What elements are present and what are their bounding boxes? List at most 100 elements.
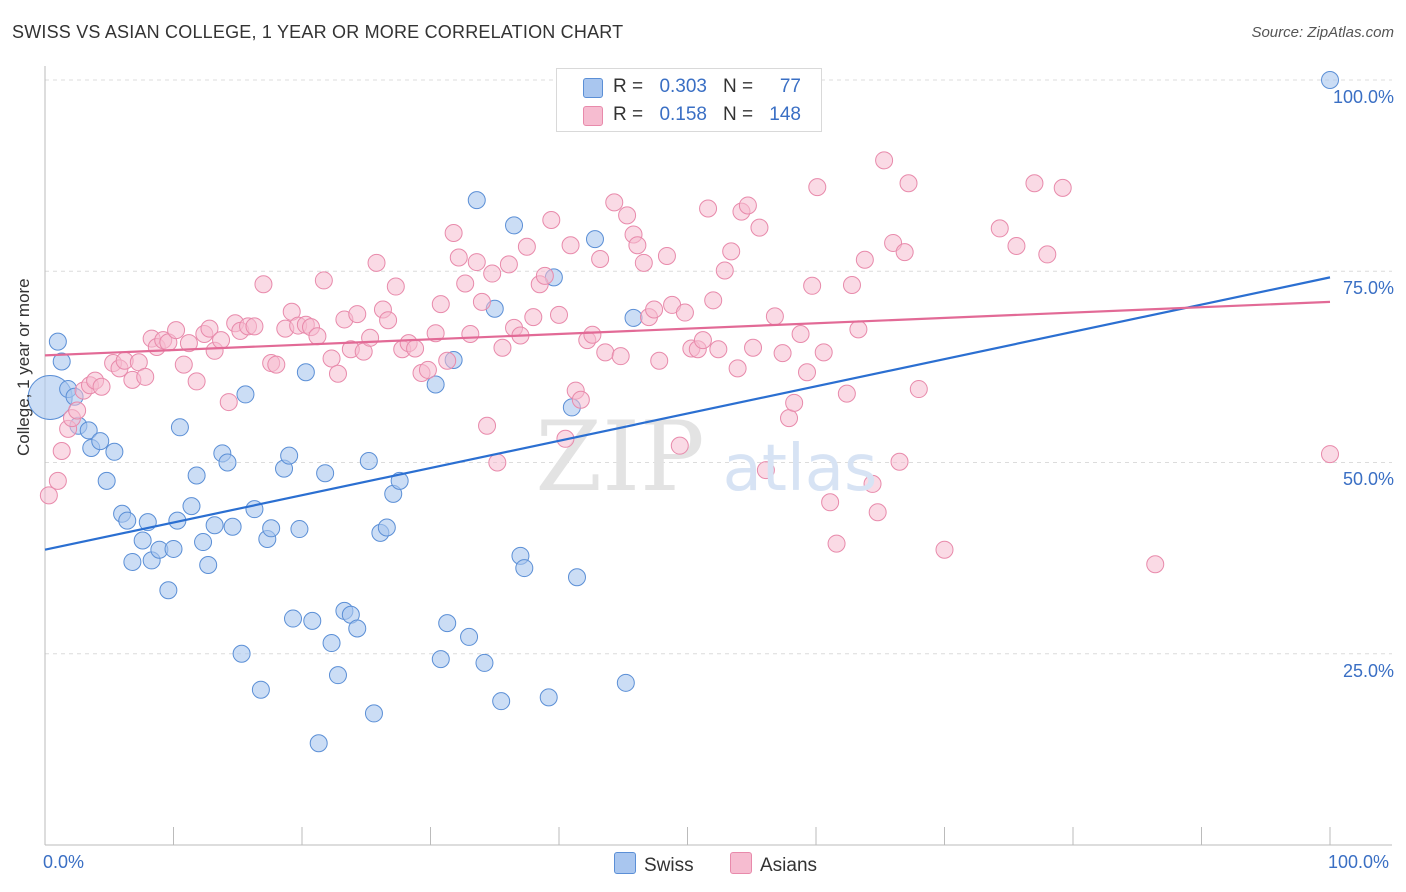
swiss-point	[359, 451, 378, 470]
y-tick-50: 50.0%	[1342, 469, 1394, 489]
asians-point	[379, 311, 398, 330]
asians-point	[254, 275, 273, 294]
swiss-point	[79, 421, 98, 440]
swiss-point	[585, 230, 604, 249]
x-tick-max: 100.0%	[1328, 852, 1390, 872]
swiss-point	[105, 442, 124, 461]
swiss-swatch	[614, 852, 636, 874]
swiss-point	[194, 533, 213, 552]
swiss-point	[515, 559, 534, 578]
asians-point	[308, 327, 327, 346]
asians-point	[179, 334, 198, 353]
asians-point	[219, 393, 238, 412]
swiss-point	[390, 471, 409, 490]
asians-point	[803, 276, 822, 295]
swiss-point	[218, 453, 237, 472]
swiss-point	[624, 308, 643, 327]
legend-n-label: N =	[723, 104, 754, 125]
asians-point	[791, 324, 810, 343]
asians-point	[472, 292, 491, 311]
asians-point	[657, 246, 676, 265]
asians-point	[386, 277, 405, 296]
asians-point	[1321, 445, 1339, 464]
asians-point	[449, 248, 468, 267]
asians-point	[426, 324, 445, 343]
asians-point	[444, 224, 463, 242]
swiss-point	[309, 734, 328, 753]
asians-point	[738, 196, 757, 215]
swiss-point	[236, 385, 255, 404]
legend-r-label: R =	[613, 76, 644, 97]
asians-point	[756, 461, 775, 480]
chart-title: SWISS VS ASIAN COLLEGE, 1 YEAR OR MORE C…	[12, 22, 624, 42]
axes	[44, 66, 1392, 846]
asians-point	[827, 534, 846, 553]
swiss-point	[303, 611, 322, 630]
legend-r-value: 0.303	[659, 76, 707, 97]
asians-point	[1146, 555, 1165, 574]
asians-point	[890, 452, 909, 471]
swiss-point	[232, 644, 251, 663]
asians-point	[1007, 237, 1026, 256]
asians-point	[517, 237, 536, 256]
asians-point	[200, 319, 219, 338]
asians-point	[583, 325, 602, 344]
legend-r-value: 0.158	[659, 104, 707, 125]
asians-point	[990, 219, 1009, 238]
swiss-legend-label: Swiss	[644, 855, 694, 876]
swiss-point	[467, 191, 486, 210]
bottom-legend-asians: Asians	[730, 852, 817, 877]
asians-point	[591, 250, 610, 269]
asians-point	[935, 540, 954, 559]
asians-point	[618, 206, 637, 225]
y-tick-100: 100.0%	[1332, 87, 1394, 107]
swiss-point	[438, 614, 457, 633]
swiss-point	[328, 666, 347, 685]
asians-point	[1025, 174, 1044, 193]
asians-point	[167, 321, 186, 340]
asians-point	[561, 236, 580, 255]
swiss-point	[251, 680, 270, 699]
swiss-point	[475, 653, 494, 672]
swiss-point	[290, 520, 309, 539]
asians-point	[322, 349, 341, 368]
legend-r-label: R =	[613, 104, 644, 125]
swiss-point	[262, 519, 281, 538]
swiss-point	[91, 432, 110, 451]
asians-point	[750, 218, 769, 237]
swiss-point	[223, 517, 242, 536]
swiss-point	[1321, 71, 1339, 89]
legend-n-value: 148	[769, 104, 801, 125]
asians-point	[136, 367, 155, 386]
asians-point	[670, 436, 689, 455]
asians-point	[348, 305, 367, 324]
asians-point	[868, 503, 887, 522]
y-tick-25: 25.0%	[1342, 661, 1394, 681]
asians-point	[849, 320, 868, 339]
watermark-atlas: atlas	[723, 432, 878, 506]
asians-point	[650, 351, 669, 370]
asians-point	[406, 339, 425, 358]
swiss-point	[48, 332, 67, 351]
asians-point	[361, 328, 380, 347]
swiss-point	[426, 375, 445, 394]
asians-point	[212, 331, 231, 350]
asians-point	[842, 276, 861, 295]
swiss-point	[199, 556, 218, 575]
asians-point	[785, 393, 804, 412]
swiss-point	[284, 609, 303, 628]
asians-point	[821, 493, 840, 512]
asians-point	[605, 193, 624, 212]
asians-point	[899, 174, 918, 193]
asians-point	[744, 338, 763, 357]
asians-point	[855, 250, 874, 269]
asians-point	[645, 300, 664, 319]
asians-point	[499, 255, 518, 274]
asians-point	[722, 242, 741, 261]
asians-legend-label: Asians	[760, 855, 818, 876]
swiss-point	[460, 627, 479, 646]
legend-n-value: 77	[779, 76, 801, 97]
trend-lines	[44, 276, 1331, 551]
asians-point	[550, 305, 568, 324]
swiss-point	[133, 531, 152, 550]
